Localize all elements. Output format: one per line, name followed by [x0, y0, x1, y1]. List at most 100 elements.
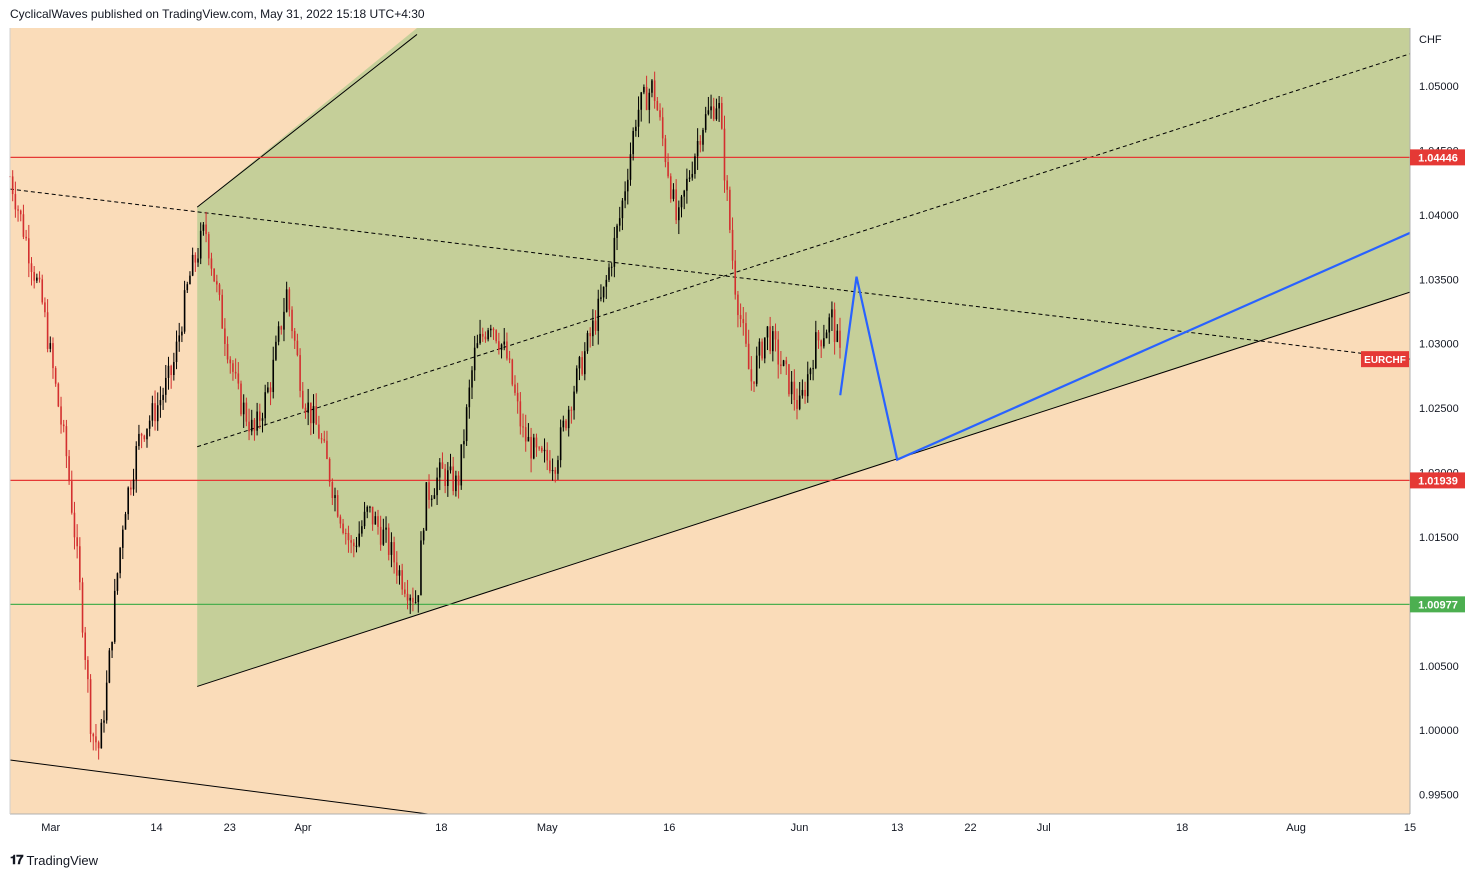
candle-body [549, 460, 551, 472]
candle-body [745, 323, 747, 344]
symbol-label: EURCHF [1364, 355, 1406, 366]
candle-body [291, 309, 293, 332]
candle-body [815, 332, 817, 369]
candle-body [602, 286, 605, 298]
candle-body [253, 419, 256, 431]
candle-body [358, 533, 360, 546]
candle-body [202, 224, 205, 231]
candle-body [742, 319, 745, 324]
candle-body [828, 317, 831, 333]
candle-body [820, 340, 822, 347]
candle-body [250, 419, 253, 432]
candle-body [524, 427, 527, 442]
candle-body [624, 191, 626, 201]
candle-body [836, 330, 839, 342]
candle-body [766, 326, 769, 338]
candle-body [315, 406, 318, 425]
candle-body [567, 409, 570, 429]
candle-body [285, 289, 288, 312]
candle-body [224, 328, 226, 344]
candle-body [221, 294, 223, 329]
candle-body [70, 481, 73, 513]
candle-body [420, 540, 422, 596]
candle-body [417, 595, 420, 603]
candle-body [342, 523, 344, 533]
candle-body [592, 320, 594, 337]
footer-brand[interactable]: 𝟏𝟕 TradingView [10, 851, 98, 869]
candle-body [197, 258, 199, 263]
outer-lower-trendline [9, 759, 429, 815]
candle-body [839, 330, 841, 348]
candle-body [73, 512, 76, 538]
candle-body [146, 428, 148, 440]
candle-body [218, 284, 221, 295]
candle-body [447, 470, 449, 486]
candle-body [350, 540, 352, 543]
candle-body [481, 333, 484, 337]
candle-body [438, 462, 441, 478]
candle-body [138, 433, 140, 447]
candle-body [151, 403, 154, 421]
candle-body [393, 542, 395, 563]
candle-body [541, 447, 543, 452]
candle-body [798, 395, 801, 409]
candle-body [643, 86, 645, 93]
candle-body [543, 449, 546, 452]
candle-body [645, 86, 648, 110]
candle-body [430, 498, 433, 500]
candle-body [492, 328, 495, 331]
candle-body [353, 542, 355, 547]
candle-body [41, 279, 44, 303]
candle-body [293, 331, 296, 341]
candle-body [242, 402, 245, 415]
candle-body [65, 426, 68, 457]
x-tick-label: Jul [1037, 822, 1051, 834]
candle-body [522, 426, 524, 428]
candle-body [600, 297, 602, 299]
candle-body [804, 389, 806, 397]
candle-body [143, 435, 146, 440]
candle-body [119, 547, 121, 574]
candle-body [49, 343, 52, 349]
candle-body [213, 268, 215, 282]
candle-body [385, 527, 387, 530]
candle-body [460, 444, 463, 486]
candle-body [111, 641, 113, 651]
candle-body [232, 363, 234, 372]
candle-body [823, 338, 825, 347]
candle-body [535, 437, 538, 448]
candle-body [433, 495, 436, 499]
candle-body [495, 330, 497, 342]
candle-body [546, 449, 549, 461]
candle-body [471, 370, 473, 388]
candle-body [17, 209, 19, 211]
candle-body [455, 475, 457, 492]
candle-body [586, 333, 589, 352]
candle-body [796, 399, 798, 409]
candle-body [516, 392, 519, 402]
candle-body [326, 440, 328, 460]
candle-body [283, 311, 285, 330]
candle-body [554, 470, 557, 474]
candle-body [33, 271, 35, 281]
candle-body [245, 402, 248, 422]
candle-body [183, 290, 186, 332]
candle-body [686, 178, 688, 191]
candle-body [178, 335, 181, 342]
candle-body [500, 344, 503, 350]
candle-body [229, 359, 232, 364]
candle-body [210, 258, 213, 269]
x-tick-label: 18 [1176, 822, 1188, 834]
y-tick-label: 1.02500 [1419, 403, 1459, 415]
candle-body [25, 236, 27, 239]
candle-body [105, 682, 108, 721]
level-price-badge [1410, 472, 1465, 489]
candle-body [715, 108, 718, 120]
candle-body [387, 527, 390, 555]
candle-body [452, 466, 454, 492]
candle-body [318, 424, 320, 439]
y-tick-label: 1.00000 [1419, 725, 1459, 737]
candle-body [812, 368, 814, 370]
candle-body [199, 230, 202, 259]
